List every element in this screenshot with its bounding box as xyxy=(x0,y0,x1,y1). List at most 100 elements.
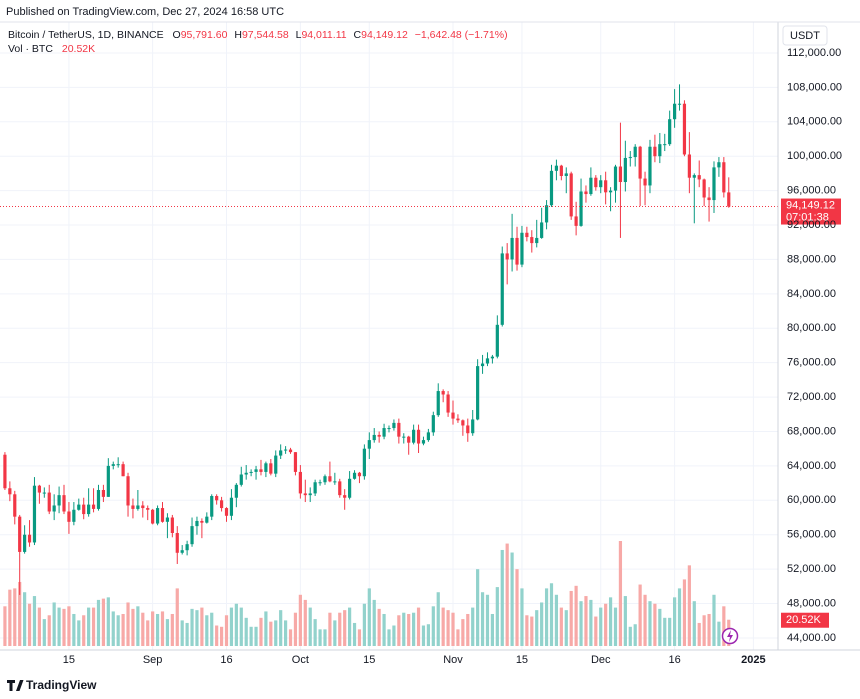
volume-bar xyxy=(239,607,243,646)
candle-body xyxy=(677,103,682,105)
candle-body xyxy=(412,429,416,443)
volume-bar xyxy=(111,611,115,646)
volume-bar xyxy=(126,602,130,646)
close-value: 94,149.12 xyxy=(361,29,408,41)
y-tick-label: 88,000.00 xyxy=(787,253,836,265)
candle-body xyxy=(712,167,716,201)
candle-body xyxy=(416,429,421,444)
candle-body xyxy=(638,146,642,179)
volume-bar xyxy=(544,588,549,646)
x-tick-label: Sep xyxy=(143,654,163,666)
candle-body xyxy=(372,434,376,441)
currency-box[interactable] xyxy=(782,25,828,46)
candle-body xyxy=(190,526,194,545)
published: Published on TradingView.com, Dec 27, 20… xyxy=(6,6,284,18)
open-value: 95,791.60 xyxy=(181,29,228,41)
volume-bar xyxy=(599,607,603,646)
volume-pane xyxy=(3,541,731,646)
candle-body xyxy=(549,170,554,206)
candle-body xyxy=(18,516,22,552)
candle-body xyxy=(200,520,204,523)
volume-bar xyxy=(8,589,12,646)
candle-body xyxy=(328,476,332,482)
y-tick-label: 72,000.00 xyxy=(787,391,836,403)
volume-bar xyxy=(141,612,145,646)
symbol: Bitcoin / TetherUS, 1D, BINANCE xyxy=(8,29,164,41)
x-tick-label: Oct xyxy=(292,654,309,666)
volume-bar xyxy=(412,612,416,646)
y-tick-label: 100,000.00 xyxy=(787,150,842,162)
candle-body xyxy=(338,481,342,496)
volume-bar xyxy=(367,588,371,646)
candle-body xyxy=(544,205,549,223)
candle-body xyxy=(62,495,66,512)
volume-bar xyxy=(387,629,391,646)
candle-body xyxy=(466,425,470,434)
volume-bar xyxy=(18,581,22,646)
volume-bar xyxy=(338,612,342,646)
candle-body xyxy=(52,505,56,512)
candle-body xyxy=(239,474,243,485)
volume-bar xyxy=(574,585,578,646)
candle-body xyxy=(293,452,298,472)
volume-bar xyxy=(116,615,120,646)
x-tick-label: Dec xyxy=(591,654,611,666)
volume-bar xyxy=(357,629,362,646)
candle-body xyxy=(215,496,219,501)
candle-body xyxy=(254,469,258,472)
candle-body xyxy=(697,175,701,180)
volume-bar xyxy=(298,594,302,646)
candle-body xyxy=(613,166,618,191)
volume-bar xyxy=(682,579,687,646)
volume-bar xyxy=(569,590,573,646)
volume-bar xyxy=(279,610,283,646)
volume-bar xyxy=(402,612,406,646)
volume-bar xyxy=(170,613,174,646)
candle-body xyxy=(283,449,288,451)
candle-body xyxy=(205,516,209,523)
volume-bar xyxy=(594,616,598,646)
candle-body xyxy=(185,544,189,551)
volume-bar xyxy=(618,541,623,646)
volume-bar xyxy=(476,569,480,646)
volume-bar xyxy=(623,596,627,646)
candle-body xyxy=(663,144,667,146)
y-tick-label: 48,000.00 xyxy=(787,597,836,609)
candle-body xyxy=(722,162,726,193)
volume-bar xyxy=(175,588,179,646)
volume-bar xyxy=(643,594,647,646)
volume-bar xyxy=(392,625,396,646)
volume-bar xyxy=(500,549,504,646)
candle-body xyxy=(397,422,401,437)
candle-body xyxy=(608,190,613,193)
volume-bar xyxy=(96,599,101,646)
candle-body xyxy=(367,440,371,449)
candle-body xyxy=(13,494,17,517)
candle-body xyxy=(229,497,234,516)
candle-body xyxy=(574,216,578,226)
volume-bar xyxy=(269,621,273,646)
candle-body xyxy=(692,175,696,178)
volume-bar xyxy=(303,599,307,646)
candle-body xyxy=(480,363,485,367)
volume-bar xyxy=(195,610,199,646)
volume-bar xyxy=(692,601,696,646)
volume-bar xyxy=(722,606,726,646)
volume-bar xyxy=(397,615,401,646)
candle-body xyxy=(264,463,268,472)
candle-body xyxy=(141,505,145,509)
volume-bar xyxy=(91,607,96,646)
candle-body xyxy=(244,472,248,475)
candle-body xyxy=(707,197,711,201)
volume-bar xyxy=(687,565,691,646)
candle-body xyxy=(210,496,214,517)
candle-body xyxy=(594,177,598,188)
candle-body xyxy=(727,192,731,207)
volume-bar xyxy=(82,615,86,646)
candle-body xyxy=(535,237,539,244)
candle-body xyxy=(72,509,76,522)
currency[interactable]: USDT xyxy=(790,30,820,42)
volume-bar xyxy=(490,613,495,646)
change: −1,642.48 (−1.71%) xyxy=(415,29,508,41)
volume-bar xyxy=(155,613,160,646)
